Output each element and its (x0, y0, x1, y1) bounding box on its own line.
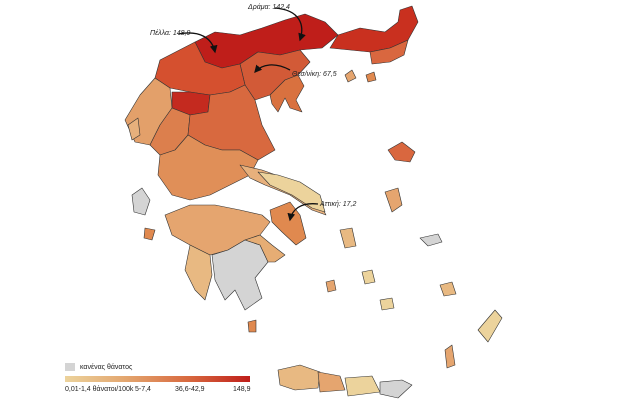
island (365, 71, 377, 83)
island (444, 344, 456, 369)
region (369, 39, 409, 65)
island (379, 297, 395, 311)
annotation-arrow (274, 7, 306, 42)
legend-label: 0,01-1,4 θάνατοι/100k (65, 385, 134, 393)
island (344, 375, 381, 397)
island (247, 319, 257, 333)
region (269, 74, 305, 113)
island (387, 141, 416, 163)
island (127, 117, 141, 141)
island (384, 187, 403, 213)
island (325, 279, 337, 293)
region (329, 5, 419, 53)
island (277, 364, 321, 391)
legend-label: 148,9 (233, 386, 251, 393)
island (419, 233, 443, 247)
legend-label: 36,6-42,9 (175, 386, 205, 393)
annotation: Πέλλα: 148,9 (150, 29, 190, 37)
region (211, 239, 269, 311)
annotation: Δράμα: 142,4 (247, 3, 290, 11)
region (269, 201, 307, 246)
island (477, 309, 503, 343)
island (131, 187, 151, 216)
annotation: Αττική: 17,2 (319, 201, 356, 208)
island (439, 281, 457, 297)
annotation-arrow (177, 32, 218, 54)
annotation-arrow (287, 203, 319, 222)
annotation-arrow (254, 64, 291, 73)
island (317, 371, 346, 393)
legend-swatch (65, 363, 75, 371)
legend-label: 5-7,4 (135, 386, 151, 393)
region (184, 244, 213, 301)
legend-bar (65, 376, 250, 382)
island (344, 69, 357, 83)
region (244, 234, 286, 263)
legend-label: κανένας θάνατος (80, 363, 133, 371)
legend-scale: 0,01-1,4 θάνατοι/100k 5-7,4 36,6-42,9 148,9 (65, 385, 251, 393)
island (339, 227, 357, 249)
island (143, 227, 156, 241)
greece-map (124, 5, 503, 399)
island (257, 171, 326, 213)
island (361, 269, 376, 285)
island (379, 379, 413, 399)
region (157, 134, 259, 201)
annotation: Θεσ/νίκη: 67,5 (292, 70, 337, 78)
